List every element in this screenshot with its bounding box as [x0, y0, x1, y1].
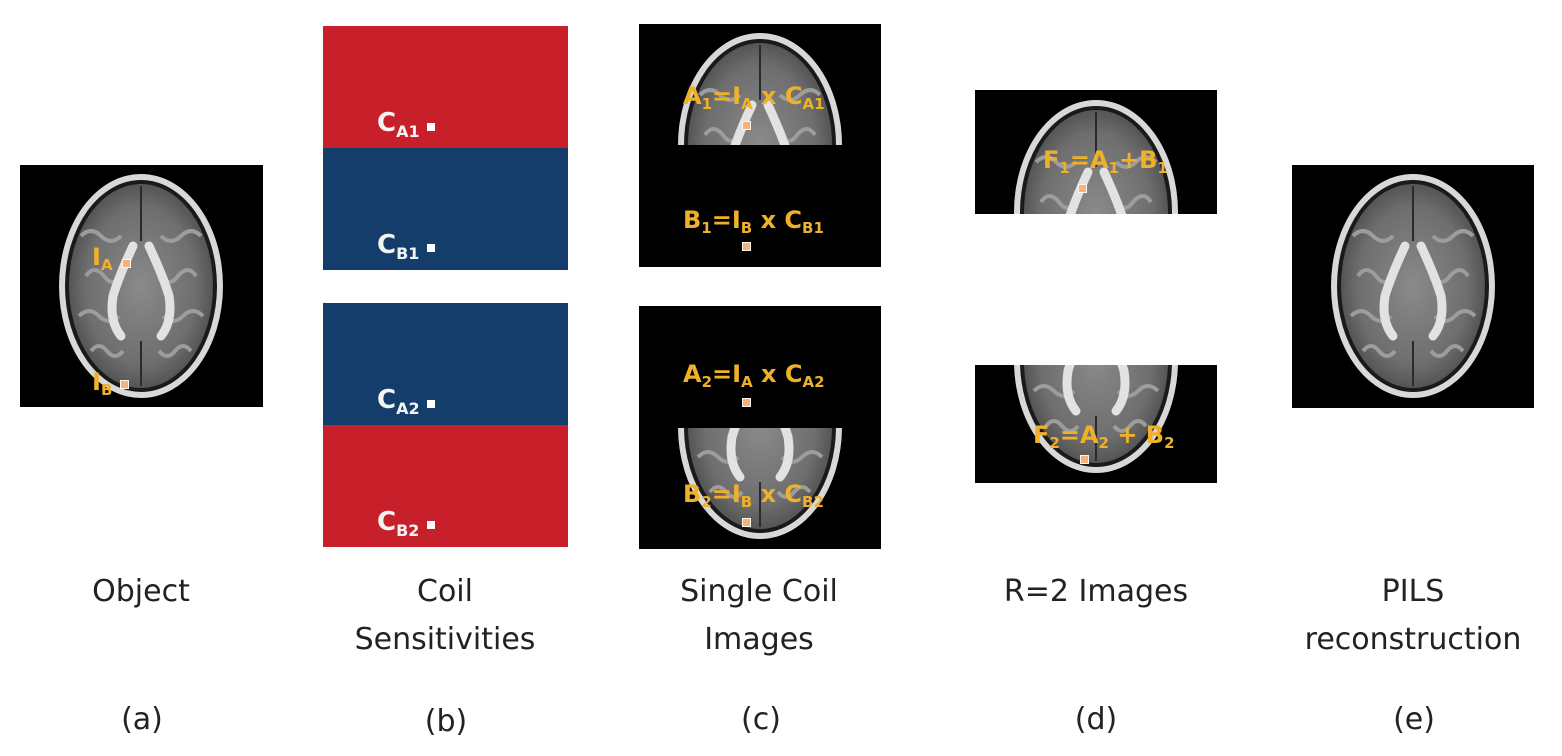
point-a1-marker: [742, 121, 751, 130]
aliased-image-1: F1=A1+B1: [975, 90, 1217, 214]
caption-r2-images: R=2 Images: [1003, 574, 1189, 609]
coil2-red-band: [323, 425, 568, 547]
coil1-blue-band: [323, 148, 568, 270]
point-b1-marker: [742, 242, 751, 251]
point-a-marker: [122, 259, 131, 268]
eq-f1: F1=A1+B1: [1043, 146, 1168, 177]
label-cb1: CB1: [377, 230, 420, 263]
coil2-blue-band: [323, 303, 568, 425]
caption-pils-reconstruction: PILS reconstruction: [1304, 574, 1522, 657]
caption-coil-sensitivities: Coil Sensitivities: [354, 574, 536, 657]
panel-label-b: (b): [424, 704, 468, 739]
reconstruction-image: [1292, 165, 1534, 408]
coil1-red-band: [323, 26, 568, 148]
label-ib: IB: [92, 368, 113, 399]
coil1-image: A1=IA x CA1 B1=IB x CB1: [639, 24, 881, 267]
point-a2-marker: [742, 398, 751, 407]
panel-label-c: (c): [741, 702, 781, 737]
label-cb2: CB2: [377, 507, 420, 540]
brain-reconstruction-graphic: [1292, 165, 1534, 408]
label-ca1: CA1: [377, 108, 420, 141]
point-cb2-marker: [427, 521, 435, 529]
point-cb1-marker: [427, 244, 435, 252]
label-ca2: CA2: [377, 385, 420, 418]
panel-label-e: (e): [1393, 702, 1435, 737]
coil2-image: A2=IA x CA2 B2=IB x CB2: [639, 306, 881, 549]
point-b-marker: [120, 380, 129, 389]
point-f1-marker: [1078, 184, 1087, 193]
point-ca1-marker: [427, 123, 435, 131]
brain-bottom-half-graphic: [639, 306, 881, 549]
object-image: IA IB: [20, 165, 263, 407]
brain-mri-graphic: [20, 165, 263, 407]
eq-f2: F2=A2 + B2: [1033, 421, 1175, 452]
caption-object: Object: [92, 574, 190, 609]
aliased-image-2: F2=A2 + B2: [975, 365, 1217, 483]
point-ca2-marker: [427, 400, 435, 408]
coil2-sensitivity: CA2 CB2: [323, 303, 568, 547]
point-f2-marker: [1080, 455, 1089, 464]
eq-a1: A1=IA x CA1: [683, 82, 825, 113]
eq-a2: A2=IA x CA2: [683, 360, 825, 391]
caption-single-coil-images: Single Coil Images: [680, 574, 838, 657]
eq-b1: B1=IB x CB1: [683, 206, 824, 237]
panel-label-a: (a): [121, 702, 163, 737]
panel-label-d: (d): [1074, 702, 1118, 737]
label-ia: IA: [92, 243, 113, 274]
point-b2-marker: [742, 518, 751, 527]
eq-b2: B2=IB x CB2: [683, 480, 824, 511]
coil1-sensitivity: CA1 CB1: [323, 26, 568, 270]
